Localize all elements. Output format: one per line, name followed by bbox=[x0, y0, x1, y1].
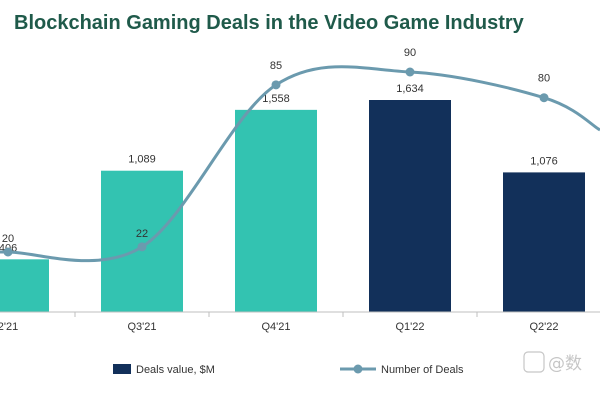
deals-label-3: 85 bbox=[270, 60, 282, 72]
bar-2 bbox=[101, 170, 183, 312]
number-of-deals-labels: 20 22 85 90 80 bbox=[2, 47, 550, 245]
bar-3 bbox=[235, 109, 317, 312]
x-axis-labels: 2'21 Q3'21 Q4'21 Q1'22 Q2'22 bbox=[0, 321, 559, 333]
legend-line-dot bbox=[353, 364, 363, 374]
deals-point-4 bbox=[405, 67, 415, 77]
deals-label-2: 22 bbox=[136, 228, 148, 240]
deals-label-4: 90 bbox=[404, 47, 416, 59]
bar-value-label-3: 1,558 bbox=[262, 93, 290, 105]
x-axis-label-1: 2'21 bbox=[0, 321, 18, 333]
watermark: @数 bbox=[523, 351, 582, 374]
number-of-deals-points bbox=[3, 67, 549, 257]
legend-bar-label: Deals value, $M bbox=[136, 364, 215, 376]
x-axis-label-5: Q2'22 bbox=[529, 321, 558, 333]
deals-label-1: 20 bbox=[2, 233, 14, 245]
watermark-text: @数 bbox=[548, 354, 582, 374]
bar-value-label-5: 1,076 bbox=[530, 155, 558, 167]
deals-point-2 bbox=[137, 242, 147, 252]
legend: Deals value, $M Number of Deals bbox=[113, 364, 464, 376]
bar-series bbox=[0, 100, 585, 312]
watermark-logo-icon bbox=[523, 351, 545, 373]
legend-line-label: Number of Deals bbox=[381, 364, 464, 376]
bar-1 bbox=[0, 259, 49, 312]
x-axis-label-4: Q1'22 bbox=[395, 321, 424, 333]
deals-point-3 bbox=[271, 80, 281, 90]
bar-4 bbox=[369, 100, 451, 312]
deals-label-5: 80 bbox=[538, 73, 550, 85]
bar-value-label-4: 1,634 bbox=[396, 83, 424, 95]
x-axis-label-3: Q4'21 bbox=[261, 321, 290, 333]
bar-5 bbox=[503, 172, 585, 312]
x-axis-ticks bbox=[74, 312, 478, 317]
deals-point-1 bbox=[3, 247, 13, 257]
x-axis-label-2: Q3'21 bbox=[127, 321, 156, 333]
deals-point-5 bbox=[539, 93, 549, 103]
legend-bar-swatch bbox=[113, 364, 131, 374]
bar-value-label-2: 1,089 bbox=[128, 154, 156, 166]
chart-title: Blockchain Gaming Deals in the Video Gam… bbox=[14, 12, 524, 34]
